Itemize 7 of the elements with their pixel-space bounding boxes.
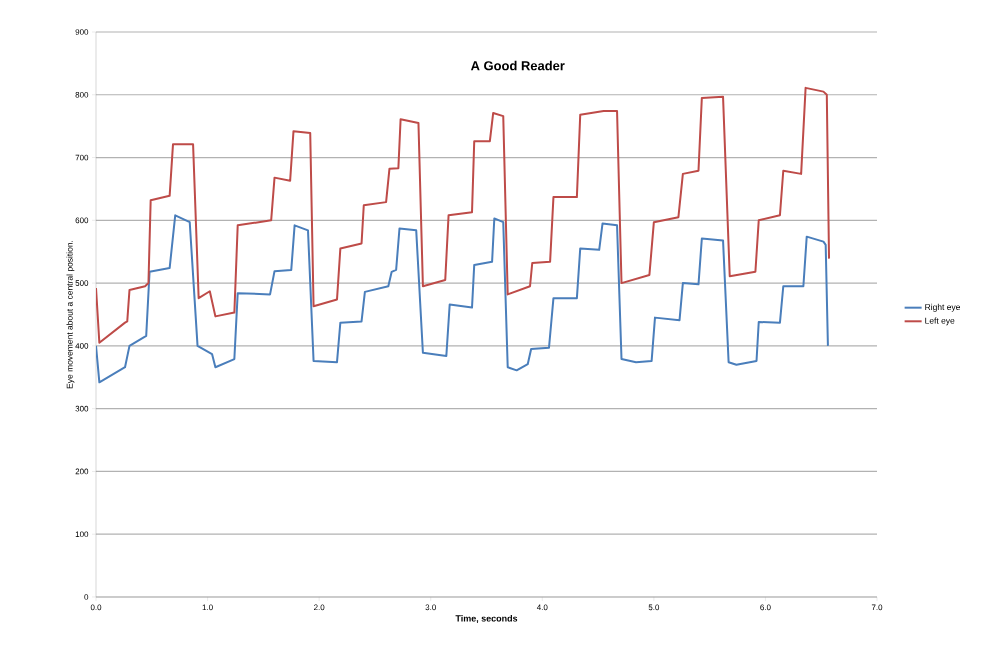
line-series [96, 214, 829, 384]
y-axis-title: Eye movement about a central position. [66, 240, 75, 389]
x-axis-title: Time, seconds [455, 614, 518, 623]
legend-label: Left eye [925, 317, 955, 326]
line-series [96, 86, 831, 344]
text: A Good Reader [470, 60, 565, 71]
legend-label: Right eye [925, 303, 960, 312]
